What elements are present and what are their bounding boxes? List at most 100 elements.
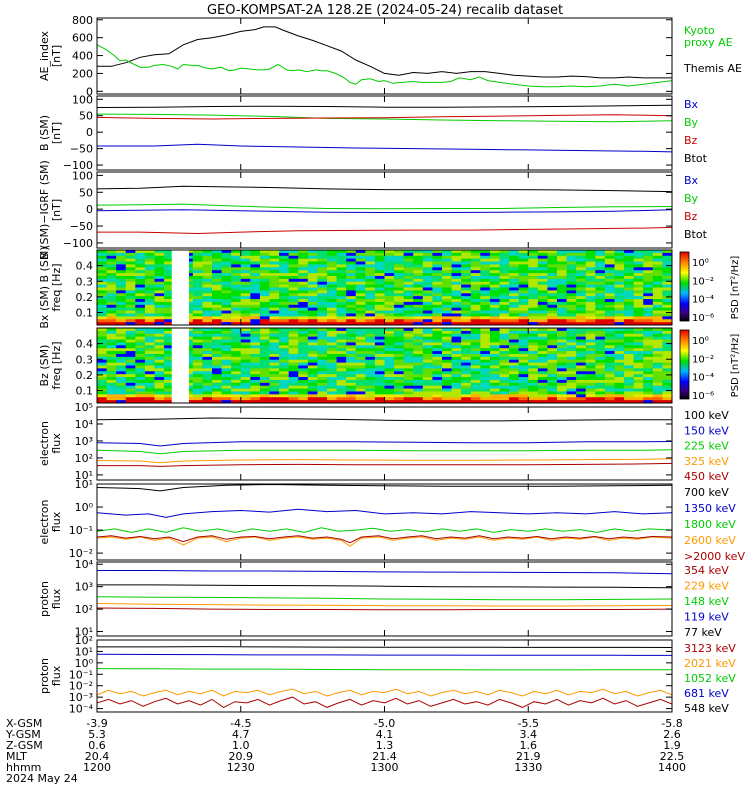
ephemeris-value: 21.4: [372, 750, 397, 763]
panel-pflux2: 3123 keV 2021 keV 1052 keV 681 keV 548 keV 10…: [38, 634, 736, 716]
series-line: [97, 26, 672, 79]
y-axis-label: flux: [50, 433, 63, 454]
ephemeris-value: 1400: [658, 761, 686, 774]
y-tick-label: 0.1: [76, 385, 94, 398]
spectrogram-cells: [97, 328, 672, 403]
date-label: 2024 May 24: [6, 772, 78, 785]
y-tick-label: 10¹: [75, 645, 93, 658]
panel-bigrf: Bx By Bz Btot 100 50 0 −50 −100 B (SM)−IGRF (SM)[…: [38, 160, 708, 260]
ephemeris-value: -5.8: [661, 717, 682, 730]
colorbar: [679, 251, 690, 322]
ephemeris-value: 1300: [371, 761, 399, 774]
legend-entry: 681 keV: [684, 687, 729, 700]
series-line: [97, 417, 672, 422]
series-line: [97, 688, 672, 697]
ephemeris-value: 1.3: [376, 739, 394, 752]
y-tick-label: 10¹: [75, 478, 93, 491]
y-tick-label: 0.2: [76, 291, 94, 304]
legend-entry: Bz: [684, 210, 698, 223]
y-axis-label: flux: [50, 665, 63, 686]
y-tick-label: −50: [70, 220, 93, 233]
y-tick-label: 400: [72, 50, 93, 63]
series-group: [97, 185, 672, 235]
series-group: [97, 26, 672, 88]
data-gap: [171, 250, 189, 325]
ephemeris-value: 1.6: [520, 739, 538, 752]
y-tick-label: −100: [63, 237, 93, 250]
y-axis-label: [nT]: [50, 199, 63, 221]
series-line: [97, 596, 672, 601]
series-line: [97, 226, 672, 235]
colorbar-tick-label: 10⁰: [692, 336, 709, 347]
data-gap: [171, 328, 189, 403]
series-line: [97, 44, 672, 88]
ephemeris-row-label: Z-GSM: [6, 739, 43, 752]
panel-bzspec: 10⁰ 10⁻² 10⁻⁴ 10⁻⁶ PSD [nT²/Hz] 0.4 0.3 0.2 0.1 B…: [38, 327, 741, 404]
legend-entry: Bx: [684, 174, 699, 187]
y-tick-label: 10⁻¹: [69, 668, 93, 681]
series-line: [97, 603, 672, 607]
y-tick-label: 0: [86, 85, 93, 98]
legend-entry: 450 keV: [684, 470, 729, 483]
y-tick-label: −50: [70, 143, 93, 156]
ephemeris-value: 1.9: [663, 739, 681, 752]
y-tick-label: 0.4: [76, 338, 94, 351]
series-group: [97, 646, 672, 708]
y-axis-label: [nT]: [50, 122, 63, 144]
legend-entry: 354 keV: [684, 564, 729, 577]
ephemeris-value: 21.9: [516, 750, 541, 763]
series-line: [97, 668, 672, 671]
series-line: [97, 653, 672, 656]
y-axis-label: proton: [38, 581, 51, 617]
series-group: [97, 417, 672, 467]
legend-entry: Themis AE: [683, 62, 742, 75]
ephemeris-value: 1200: [83, 761, 111, 774]
colorbar-tick-label: 10⁻⁶: [692, 313, 714, 324]
y-tick-label: 10²: [75, 634, 93, 647]
ephemeris-value: 2.6: [663, 728, 681, 741]
series-line: [97, 527, 672, 533]
y-tick-label: 10²: [75, 603, 93, 616]
legend-entry: 1800 keV: [684, 518, 736, 531]
ephemeris-value: 4.7: [232, 728, 250, 741]
y-tick-label: 10³: [75, 435, 93, 448]
panel-eflux2: 700 keV 1350 keV 1800 keV 2600 keV >2000 keV…: [38, 478, 745, 563]
legend-entry: 225 keV: [684, 440, 729, 453]
y-tick-label: 0.2: [76, 369, 94, 382]
series-line: [97, 607, 672, 611]
colorbar-tick-label: 10⁻⁶: [692, 391, 714, 402]
legend-entry: 2600 keV: [684, 534, 736, 547]
y-tick-label: 10³: [75, 581, 93, 594]
series-line: [97, 203, 672, 210]
series-line: [97, 508, 672, 518]
y-tick-label: 10⁰: [75, 657, 94, 670]
series-line: [97, 462, 672, 467]
y-tick-label: 100: [72, 169, 93, 182]
colorbar: [679, 329, 690, 400]
legend-entry: proxy AE: [684, 36, 733, 49]
series-line: [97, 584, 672, 589]
series-line: [97, 646, 672, 648]
y-axis-label: B (SM): [38, 115, 51, 151]
ephemeris-table: X-GSM -3.9 -4.5 -5.0 -5.5 -5.8 Y-GSM 5.3 4.7 4.1 3…: [5, 717, 686, 785]
y-tick-label: 0: [86, 126, 93, 139]
legend-entry: Bz: [684, 134, 698, 147]
series-line: [97, 449, 672, 455]
legend-entry: Btot: [684, 228, 708, 241]
y-tick-label: 10⁴: [75, 418, 94, 431]
ephemeris-value: -5.0: [374, 717, 395, 730]
series-line: [97, 535, 672, 544]
legend-entry: 100 keV: [684, 409, 729, 422]
ephemeris-value: 1.0: [232, 739, 250, 752]
ephemeris-value: 5.3: [88, 728, 106, 741]
y-tick-label: 800: [72, 14, 93, 27]
y-tick-label: 10⁵: [75, 401, 93, 414]
colorbar-tick-label: 10⁻⁴: [692, 295, 714, 306]
ephemeris-row-label: MLT: [6, 750, 27, 763]
legend-entry: 119 keV: [684, 611, 729, 624]
series-group: [97, 484, 672, 547]
series-line: [97, 536, 672, 547]
panel-bxspec: 10⁰ 10⁻² 10⁻⁴ 10⁻⁶ PSD [nT²/Hz] 0.4 0.3 0.2 0.1 B…: [38, 246, 741, 328]
legend-entry: 148 keV: [684, 595, 729, 608]
